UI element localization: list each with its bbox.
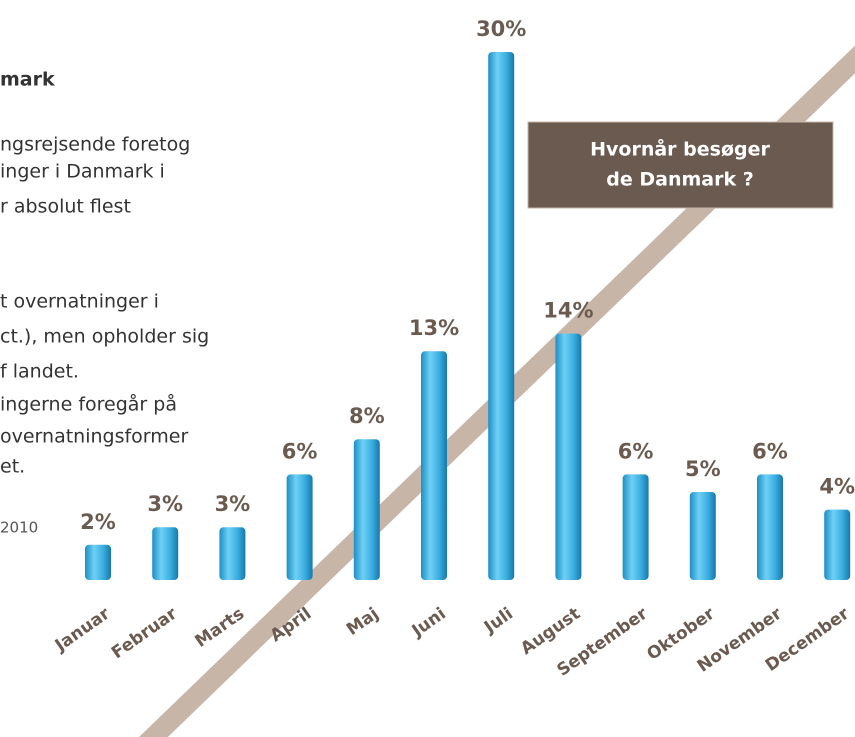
bar bbox=[219, 527, 246, 580]
x-tick-label: Maj bbox=[343, 604, 383, 640]
bar bbox=[85, 544, 111, 580]
bar bbox=[757, 474, 783, 580]
value-label: 6% bbox=[752, 439, 788, 463]
paragraph-line: r absolut flest bbox=[0, 196, 131, 218]
value-label: 13% bbox=[409, 316, 459, 340]
heading: mark bbox=[0, 69, 55, 91]
x-tick-label: Februar bbox=[108, 603, 181, 663]
bar bbox=[555, 333, 582, 580]
bar bbox=[488, 52, 515, 580]
paragraph-line: ct.), men opholder sig bbox=[0, 326, 209, 348]
paragraph-line: inger i Danmark i bbox=[0, 161, 165, 183]
value-label: 30% bbox=[476, 17, 526, 41]
value-label: 8% bbox=[349, 404, 385, 428]
value-label: 3% bbox=[215, 492, 251, 516]
paragraph-line: overnatningsformer bbox=[0, 426, 188, 448]
paragraph-line: ngsrejsende foretog bbox=[0, 134, 190, 156]
bar bbox=[421, 351, 447, 580]
x-tick-label: Juni bbox=[408, 604, 450, 642]
source: 2010 bbox=[0, 519, 38, 537]
bar bbox=[689, 492, 716, 580]
paragraph-line: ingerne foregår på bbox=[0, 393, 177, 416]
paragraph-line: f landet. bbox=[0, 361, 79, 383]
value-label: 6% bbox=[618, 439, 654, 463]
bar bbox=[286, 474, 313, 580]
paragraph-line: t overnatninger i bbox=[0, 291, 159, 313]
paragraph-line: et. bbox=[0, 456, 25, 478]
bar bbox=[152, 527, 179, 580]
bar bbox=[353, 439, 380, 580]
bar bbox=[824, 509, 851, 580]
title-box bbox=[527, 121, 834, 209]
value-label: 5% bbox=[685, 457, 721, 481]
x-tick-label: Januar bbox=[51, 603, 114, 656]
bar bbox=[622, 474, 649, 580]
value-label: 2% bbox=[80, 510, 116, 534]
value-label: 14% bbox=[543, 299, 593, 323]
value-label: 4% bbox=[819, 475, 855, 499]
value-label: 3% bbox=[147, 492, 183, 516]
chart-title: Hvornår besøger bbox=[590, 137, 770, 161]
chart-title: de Danmark ? bbox=[606, 169, 753, 191]
value-label: 6% bbox=[282, 439, 318, 463]
x-tick-label: Juli bbox=[480, 604, 517, 638]
